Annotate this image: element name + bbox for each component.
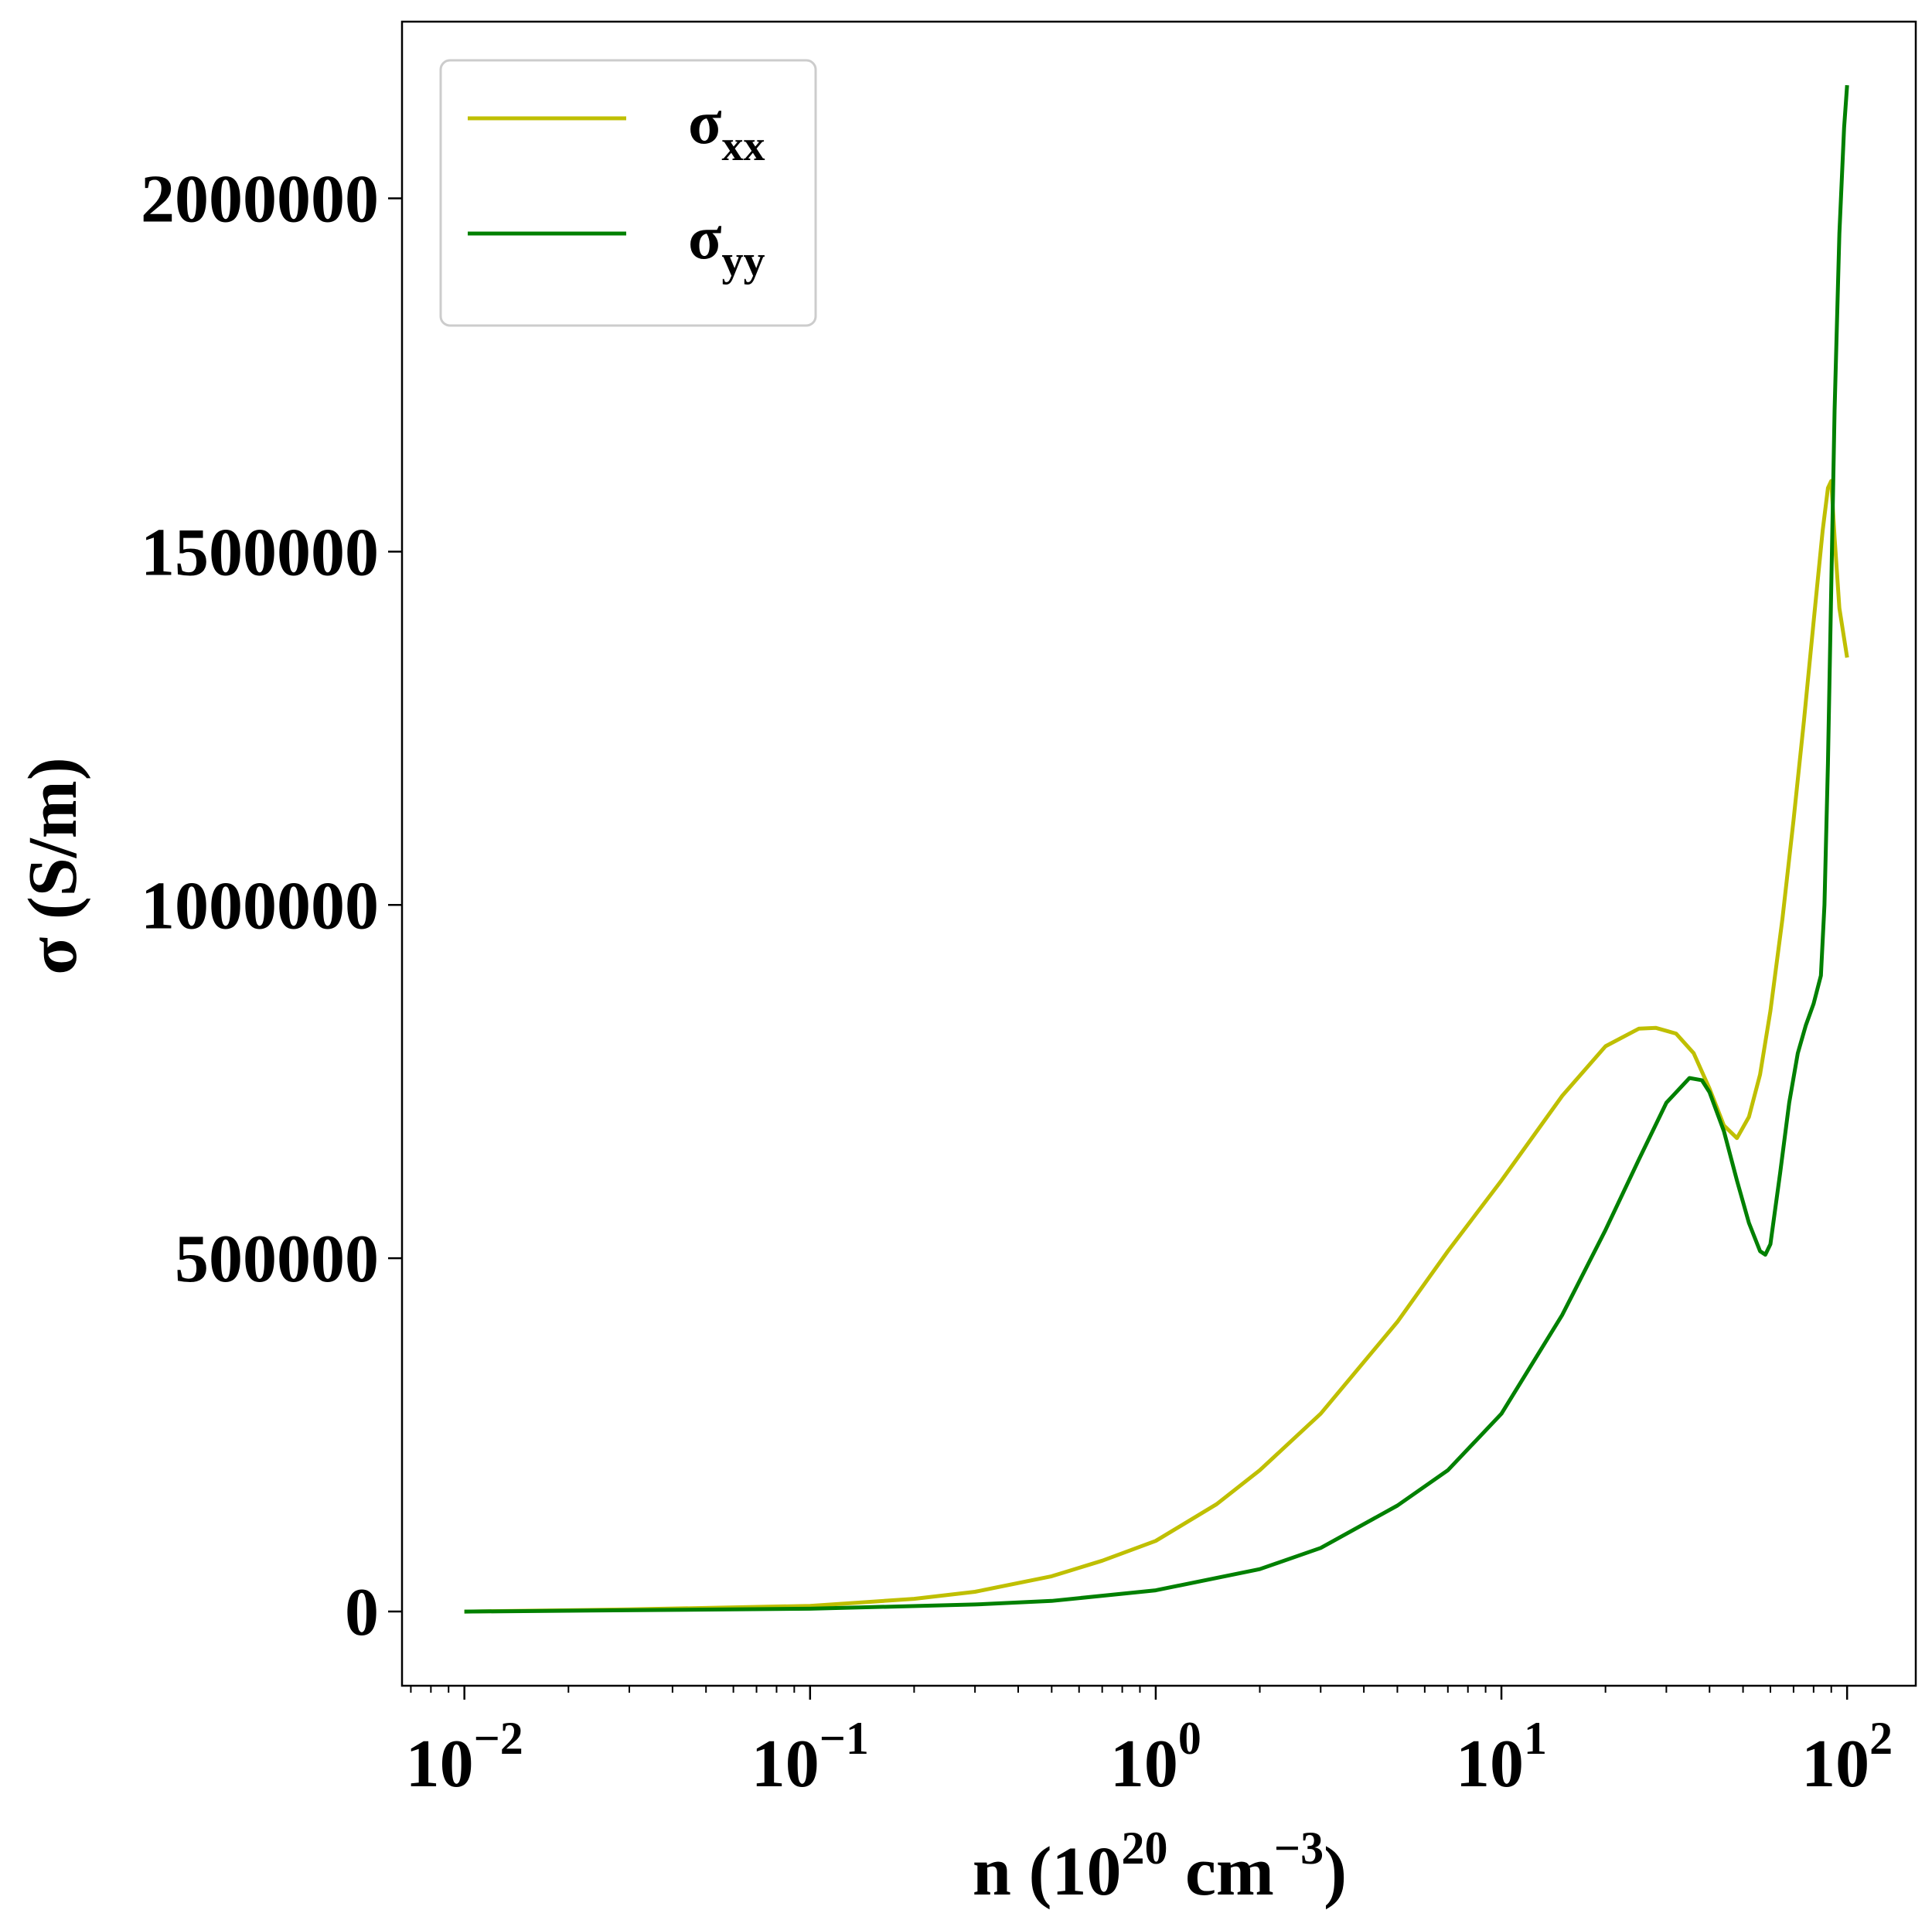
legend-label-sigma-yy: σyy — [688, 204, 765, 285]
legend-label-sigma-xx-sub: xx — [722, 122, 765, 170]
legend-label-sigma-xx-base: σ — [688, 89, 722, 157]
y-tick-label-1: 500000 — [175, 1222, 379, 1297]
y-axis-label: σ (S/m) — [15, 757, 91, 974]
series-line-0 — [464, 479, 1849, 1614]
legend-label-sigma-yy-base: σ — [688, 204, 722, 272]
plot-frame — [400, 20, 1917, 1687]
x-tick-label-3: 101 — [1456, 1713, 1547, 1802]
x-axis-label-exp1: 20 — [1121, 1823, 1167, 1874]
legend-box — [439, 59, 817, 327]
x-axis: 10−2 10−1 100 101 102 — [406, 1686, 1893, 1802]
series-layer — [464, 85, 1849, 1614]
y-tick-label-2: 1000000 — [141, 868, 379, 943]
x-axis-label-base: n (10 — [973, 1833, 1122, 1910]
x-tick-label-0: 10−2 — [406, 1713, 523, 1802]
y-tick-label-3: 1500000 — [141, 515, 379, 590]
series-line-1 — [464, 85, 1849, 1614]
x-axis-label: n (1020 cm−3) — [973, 1823, 1347, 1910]
y-tick-label-0: 0 — [345, 1575, 379, 1650]
legend-label-sigma-yy-sub: yy — [722, 237, 765, 285]
y-tick-label-4: 2000000 — [141, 162, 379, 237]
x-axis-label-exp2: −3 — [1274, 1823, 1324, 1874]
y-axis: 0 500000 1000000 1500000 2000000 — [141, 162, 402, 1650]
x-tick-label-1: 10−1 — [751, 1713, 869, 1802]
x-tick-label-4: 102 — [1801, 1713, 1893, 1802]
x-axis-label-end: ) — [1324, 1833, 1347, 1910]
legend: σxx σyy — [439, 59, 817, 327]
legend-label-sigma-xx: σxx — [688, 89, 765, 170]
x-tick-label-2: 100 — [1110, 1713, 1201, 1802]
x-axis-label-mid: cm — [1167, 1833, 1273, 1910]
